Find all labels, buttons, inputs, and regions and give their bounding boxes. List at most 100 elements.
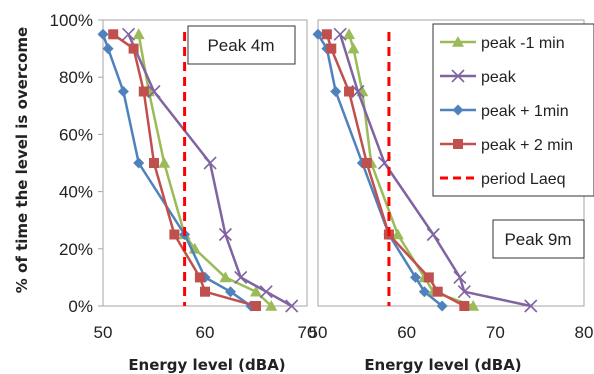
panel2-series-square-point	[344, 86, 355, 97]
panel1-series-x-point	[234, 270, 248, 284]
panel1-series-diamond-point	[133, 157, 145, 169]
legend: peak -1 min peak peak + 1min peak + 2 min pe…	[432, 23, 594, 197]
panel-label: Peak 9m	[504, 230, 571, 249]
y-tick-label: 40%	[59, 183, 93, 202]
panel2-series-triangle-point	[391, 228, 404, 240]
panel1-series-triangle-point	[265, 300, 278, 311]
legend-swatch-marker	[452, 104, 464, 116]
panel2-series-square-point	[459, 301, 470, 311]
y-tick-label: 20%	[59, 240, 93, 259]
panel1-series-triangle-point	[219, 271, 232, 283]
panel2-series-square-point	[326, 43, 337, 54]
panel1-series-diamond-line	[101, 33, 252, 308]
legend-entry: peak + 2 min	[440, 137, 573, 154]
legend-entry: peak -1 min	[440, 35, 565, 52]
panel2-series-x-point-stroke	[426, 227, 440, 242]
legend-label: period Laeq	[481, 171, 566, 188]
panel1-x-tick-label: 60	[196, 323, 215, 342]
panel1-series-x-point-stroke	[203, 156, 217, 170]
y-tick-label: 80%	[59, 68, 93, 87]
panel1-series-diamond-point	[102, 43, 114, 55]
legend-swatch-marker-stroke	[451, 69, 465, 83]
panel1-x-tick-label: 70	[298, 323, 317, 342]
legend-swatch-marker	[452, 36, 464, 47]
legend-label: peak	[481, 69, 517, 86]
panel1-plot-frame	[102, 19, 308, 307]
panel2-series-x-point	[333, 27, 347, 41]
panel1-series-x-line	[127, 33, 293, 308]
panel1-series-x-point-stroke	[121, 27, 136, 41]
panel2-x-tick-label: 70	[486, 323, 505, 342]
panel1-series-x-point	[147, 84, 161, 99]
panel2-series-x-point-stroke	[333, 27, 347, 41]
panel2-x-tick-label: 50	[309, 323, 328, 342]
panel1-series-square-point	[128, 43, 139, 54]
panel2-x-axis-label: Energy level (dBA)	[364, 356, 521, 374]
panel1-x-tick-label: 50	[94, 323, 113, 342]
panel2-series-x-point	[524, 299, 538, 313]
legend-label: peak + 1min	[481, 103, 569, 120]
panel2-series-triangle-point	[467, 300, 480, 311]
panel2-series-square-point	[423, 272, 434, 283]
panel2-x-tick-label: 80	[575, 323, 594, 342]
legend-label: peak + 2 min	[481, 137, 573, 154]
panel1-series-square-point	[108, 29, 119, 40]
panel2-series-diamond-line	[316, 33, 443, 307]
panel1-series-x-point-stroke	[147, 84, 161, 99]
panel1-series-diamond-point	[117, 86, 129, 97]
panel2-series-x-point	[426, 227, 440, 242]
y-axis-label: % of time the level is overcome	[13, 27, 31, 293]
y-tick-label: 100%	[50, 11, 93, 30]
panel2-series-triangle-point	[347, 42, 360, 54]
panel1-series-square-point	[194, 272, 205, 283]
panel1-series-square-point	[138, 86, 149, 97]
panel2-series-x-point	[453, 270, 467, 284]
legend-entry: peak + 1min	[440, 103, 569, 120]
panel1-series-triangle-point	[132, 28, 145, 40]
panel2-series-x-point-stroke	[453, 270, 467, 284]
panel1-label-box: Peak 4m	[187, 25, 296, 65]
panel1-series-square-point	[200, 286, 210, 297]
panel-label-frame	[492, 219, 585, 259]
panel1-series-triangle-point	[158, 157, 171, 168]
legend-label: peak -1 min	[481, 35, 565, 52]
panel1-series-square-point	[169, 229, 180, 240]
panel1-series-square-point	[149, 158, 159, 168]
panel1-series-x-point	[218, 227, 232, 242]
legend-swatch-marker	[453, 139, 463, 149]
panel2-label-box: Peak 9m	[492, 219, 585, 259]
panel1-series-diamond-point	[97, 28, 109, 40]
panel2-x-tick-label: 60	[397, 323, 416, 342]
panel1-series-square-point	[251, 301, 261, 311]
legend-entry: peak	[440, 69, 517, 86]
panel1-series-x-point-stroke	[285, 299, 299, 313]
legend-entry: period Laeq	[440, 171, 566, 188]
panel1-series-x-point	[285, 299, 299, 313]
panel2-series-diamond-point	[330, 86, 342, 97]
panel1-x-axis-label: Energy level (dBA)	[128, 356, 285, 374]
panel1-series-triangle-point	[250, 285, 262, 297]
panel1-series-x-point	[259, 285, 273, 299]
panel2-series-square-point	[361, 158, 372, 168]
panel2-series-diamond-point	[436, 300, 448, 312]
panel2-series-square-point	[321, 29, 332, 40]
panel1-series-x-point-stroke	[259, 285, 273, 299]
panel2-series-diamond-point	[410, 271, 422, 283]
panel-label: Peak 4m	[207, 36, 274, 55]
panel2-series-diamond-point	[312, 28, 324, 40]
panel1-series-x-point-stroke	[218, 227, 232, 242]
panel1-series-x-point	[203, 156, 217, 170]
panel1-series-x-point	[121, 27, 136, 41]
panel2-series-x-point-stroke	[524, 299, 538, 313]
y-tick-label: 0%	[68, 297, 93, 316]
panel2-series-triangle-point	[343, 28, 356, 40]
panel2-series-x-point	[457, 285, 471, 299]
panel1-series-x-point-stroke	[234, 270, 248, 284]
legend-swatch-marker	[451, 69, 465, 83]
y-tick-label: 60%	[59, 125, 93, 144]
panel2-series-square-point	[432, 286, 443, 297]
panel1-series-diamond-point	[225, 286, 236, 298]
panel-label-frame	[187, 25, 296, 65]
panel1-series-triangle-line	[137, 34, 273, 307]
